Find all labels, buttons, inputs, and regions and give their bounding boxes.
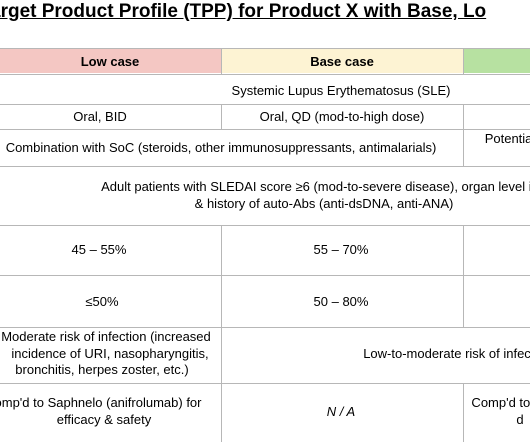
- cell-text: d: [516, 412, 524, 427]
- cell-text: 55 – 70%: [313, 242, 369, 257]
- cell-text: Oral, QD (mod-to-high dose): [259, 109, 425, 124]
- cell-text: & history of auto-Abs (anti-dsDNA, anti-…: [194, 196, 454, 211]
- header-cell: [222, 49, 463, 73]
- cell-text: Combination with SoC (steroids, other im…: [5, 140, 437, 155]
- row-border: [0, 166, 530, 167]
- row-border: [0, 129, 530, 130]
- row-border: [0, 275, 530, 276]
- cell-text: ≤50%: [85, 294, 119, 309]
- col-border: [463, 104, 464, 166]
- header-label: Low case: [80, 54, 140, 69]
- row-border: [0, 383, 530, 384]
- cell-text: bronchitis, herpes zoster, etc.): [15, 362, 189, 377]
- col-border: [463, 225, 464, 327]
- row-border: [0, 104, 530, 105]
- cell-text: N / A: [326, 404, 356, 419]
- cell-text: incidence of URI, nasopharyngitis,: [11, 346, 209, 361]
- col-border: [221, 48, 222, 74]
- cell-text: Adult patients with SLEDAI score ≥6 (mod…: [101, 179, 530, 194]
- cell-text: 50 – 80%: [313, 294, 369, 309]
- col-border: [463, 383, 464, 442]
- header-cell: [0, 49, 221, 73]
- cell-text: Comp'd to S: [471, 395, 530, 410]
- row-border: [0, 48, 530, 49]
- cell-text: efficacy & safety: [56, 412, 152, 427]
- col-border: [221, 104, 222, 129]
- header-cell: [464, 49, 530, 73]
- cell-text: Potential: [484, 131, 530, 146]
- row-border: [0, 225, 530, 226]
- col-border: [221, 383, 222, 442]
- header-label: Base case: [310, 54, 374, 69]
- cell-text: 45 – 55%: [71, 242, 127, 257]
- cell-text: Oral, BID: [73, 109, 127, 124]
- cell-text: Moderate risk of infection (increased: [1, 329, 211, 344]
- col-border: [463, 48, 464, 74]
- title: arget Product Profile (TPP) for Product …: [0, 1, 487, 22]
- cell-text: omp'd to Saphnelo (anifrolumab) for: [0, 395, 202, 410]
- row-border: [0, 327, 530, 328]
- cell-text: Low-to-moderate risk of infec: [363, 346, 530, 361]
- col-border: [221, 225, 222, 383]
- cell-text: Systemic Lupus Erythematosus (SLE): [231, 83, 451, 98]
- row-border: [0, 74, 530, 75]
